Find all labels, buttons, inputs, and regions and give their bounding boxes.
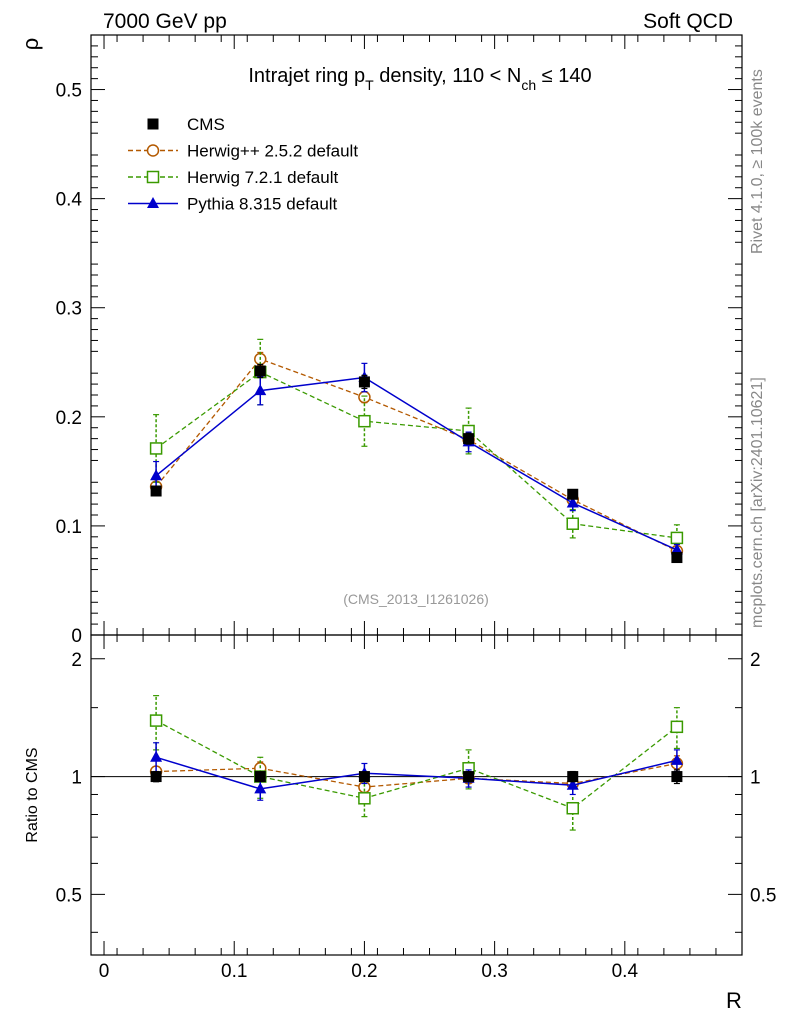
legend-label: CMS bbox=[187, 115, 225, 134]
legend: CMS Herwig++ 2.5.2 default Herwig 7.2.1 de… bbox=[128, 115, 358, 214]
y-tick-label: 0.3 bbox=[56, 299, 82, 320]
data-point bbox=[150, 469, 163, 481]
y-tick-label: 0.5 bbox=[56, 81, 82, 102]
series-herwig-7-2-1-default bbox=[149, 695, 684, 831]
data-point bbox=[567, 488, 579, 500]
data-point bbox=[670, 543, 683, 555]
legend-entry: Herwig++ 2.5.2 default bbox=[128, 142, 358, 161]
legend-marker bbox=[147, 118, 159, 130]
data-point bbox=[671, 552, 683, 564]
y-tick-label: 0.2 bbox=[56, 408, 82, 429]
ratio-tick-label: 0.5 bbox=[56, 885, 82, 906]
legend-label: Herwig 7.2.1 default bbox=[187, 168, 338, 187]
data-point bbox=[254, 365, 266, 377]
x-tick-label: 0.2 bbox=[351, 961, 377, 982]
x-tick-label: 0.3 bbox=[481, 961, 507, 982]
legend-marker bbox=[146, 170, 160, 184]
data-point bbox=[254, 384, 267, 396]
analysis-tag: (CMS_2013_I1261026) bbox=[343, 591, 489, 607]
legend-entry: Pythia 8.315 default bbox=[128, 195, 338, 214]
x-tick-label: 0.1 bbox=[221, 961, 247, 982]
series-pythia-8-315-default bbox=[150, 742, 683, 801]
series-line bbox=[155, 371, 677, 539]
data-point bbox=[358, 771, 370, 783]
legend-entry: CMS bbox=[147, 115, 225, 134]
ratio-tick-label: 1 bbox=[71, 768, 82, 789]
data-point bbox=[150, 771, 162, 783]
main-series-layer bbox=[149, 338, 684, 564]
y-tick-label: 0.4 bbox=[56, 190, 83, 211]
series-line bbox=[155, 720, 678, 809]
series-herwig-7-2-1-default bbox=[149, 338, 684, 552]
y-tick-label: 0.1 bbox=[56, 517, 82, 538]
series-cms bbox=[150, 363, 683, 564]
data-point bbox=[670, 531, 684, 545]
legend-label: Pythia 8.315 default bbox=[187, 195, 338, 214]
legend-marker bbox=[147, 197, 159, 208]
data-point bbox=[566, 778, 579, 790]
data-point bbox=[670, 720, 684, 734]
data-point bbox=[358, 414, 371, 428]
data-point bbox=[671, 771, 683, 783]
data-point bbox=[150, 750, 163, 762]
ratio-series-layer bbox=[149, 695, 684, 831]
legend-entry: Herwig 7.2.1 default bbox=[128, 168, 338, 187]
y-axis-label: ρ bbox=[18, 38, 43, 51]
ratio-tick-label-right: 2 bbox=[750, 650, 761, 671]
plot-title: Intrajet ring pT density, 110 < Nch ≤ 14… bbox=[248, 65, 591, 93]
data-point bbox=[254, 771, 266, 783]
data-point bbox=[463, 771, 475, 783]
header-energy: 7000 GeV pp bbox=[103, 10, 227, 33]
legend-label: Herwig++ 2.5.2 default bbox=[187, 142, 358, 161]
ratio-tick-label: 2 bbox=[71, 650, 82, 671]
rivet-label: Rivet 4.1.0, ≥ 100k events bbox=[749, 69, 766, 254]
ratio-tick-label-right: 1 bbox=[750, 768, 761, 789]
series-line bbox=[155, 376, 678, 551]
data-point bbox=[254, 782, 267, 794]
ratio-tick-label-right: 0.5 bbox=[750, 885, 776, 906]
y-tick-label: 0 bbox=[71, 626, 82, 647]
series-line bbox=[156, 762, 678, 788]
data-point bbox=[358, 376, 370, 388]
ratio-axis-label: Ratio to CMS bbox=[24, 747, 41, 842]
series-herwig-2-5-2-default bbox=[149, 351, 684, 558]
ratio-panel-frame bbox=[90, 634, 743, 956]
series-herwig-2-5-2-default bbox=[149, 755, 684, 794]
x-tick-label: 0 bbox=[99, 961, 110, 982]
data-point bbox=[670, 753, 683, 765]
data-point bbox=[150, 485, 162, 497]
data-point bbox=[358, 792, 371, 805]
mcplots-label: mcplots.cern.ch [arXiv:2401.10621] bbox=[749, 377, 766, 628]
x-tick-label: 0.4 bbox=[612, 961, 639, 982]
series-line bbox=[155, 358, 678, 552]
data-point bbox=[463, 433, 475, 445]
data-point bbox=[567, 771, 579, 783]
series-cms bbox=[150, 769, 683, 785]
data-point bbox=[566, 496, 579, 508]
header-category: Soft QCD bbox=[643, 10, 733, 33]
series-pythia-8-315-default bbox=[150, 362, 683, 556]
data-point bbox=[566, 517, 579, 530]
legend-marker bbox=[146, 144, 160, 157]
data-point bbox=[149, 714, 163, 727]
data-point bbox=[566, 801, 579, 815]
data-point bbox=[149, 442, 163, 455]
x-axis-label: R bbox=[726, 988, 742, 1013]
axis-ticks: 0 0.1 0.2 0.3 0.4 0 0.1 0.2 0.3 0.4 0.5 0.5 0.5 1 1 2 2 bbox=[56, 35, 776, 982]
series-line bbox=[155, 756, 678, 790]
